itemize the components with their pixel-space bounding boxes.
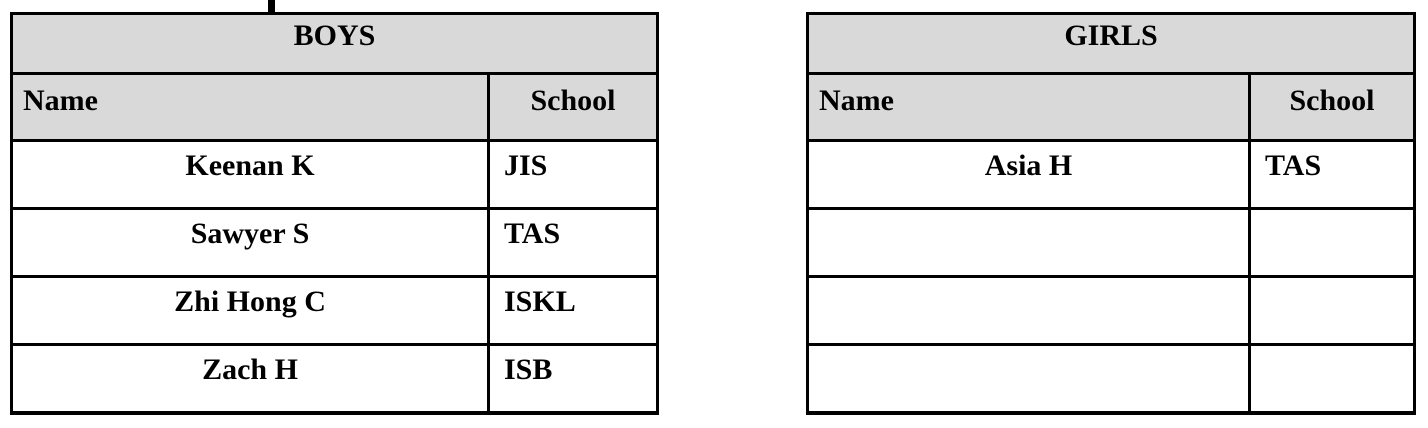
girls-column-header-school: School — [1248, 72, 1416, 142]
girls-header-row: Name School — [806, 72, 1416, 142]
girls-title-row: GIRLS — [806, 12, 1416, 75]
boys-column-header-name: Name — [10, 72, 490, 142]
girls-school-cell — [1248, 275, 1416, 346]
boys-table-row: Zach H ISB — [10, 343, 660, 414]
girls-school-cell — [1248, 343, 1416, 414]
girls-table-row — [806, 343, 1416, 414]
girls-table: GIRLS Name School Asia H TAS — [806, 12, 1416, 415]
boys-table-row: Keenan K JIS — [10, 139, 660, 210]
boys-name-cell: Sawyer S — [10, 207, 490, 278]
boys-table-title: BOYS — [9, 12, 660, 75]
boys-school-cell: JIS — [486, 139, 660, 210]
boys-name-cell: Keenan K — [10, 139, 490, 210]
girls-table-row — [806, 207, 1416, 278]
boys-school-cell: ISB — [486, 343, 660, 414]
boys-column-header-school: School — [486, 72, 660, 142]
girls-name-cell: Asia H — [806, 139, 1251, 210]
girls-table-row: Asia H TAS — [806, 139, 1416, 210]
girls-school-cell — [1248, 207, 1416, 278]
boys-table-row: Zhi Hong C ISKL — [10, 275, 660, 346]
girls-column-header-name: Name — [806, 72, 1251, 142]
girls-table-title: GIRLS — [806, 12, 1416, 75]
boys-title-row: BOYS — [9, 12, 660, 75]
boys-header-row: Name School — [10, 72, 660, 142]
girls-name-cell — [806, 275, 1251, 346]
girls-name-cell — [806, 207, 1251, 278]
boys-table-row: Sawyer S TAS — [10, 207, 660, 278]
boys-name-cell: Zach H — [10, 343, 490, 414]
boys-school-cell: ISKL — [486, 275, 660, 346]
girls-school-cell: TAS — [1248, 139, 1416, 210]
cut-off-text-artifact — [268, 0, 275, 13]
boys-table: BOYS Name School Keenan K JIS Sawyer S T… — [9, 12, 660, 415]
girls-table-row — [806, 275, 1416, 346]
boys-school-cell: TAS — [486, 207, 660, 278]
boys-name-cell: Zhi Hong C — [10, 275, 490, 346]
girls-name-cell — [806, 343, 1251, 414]
